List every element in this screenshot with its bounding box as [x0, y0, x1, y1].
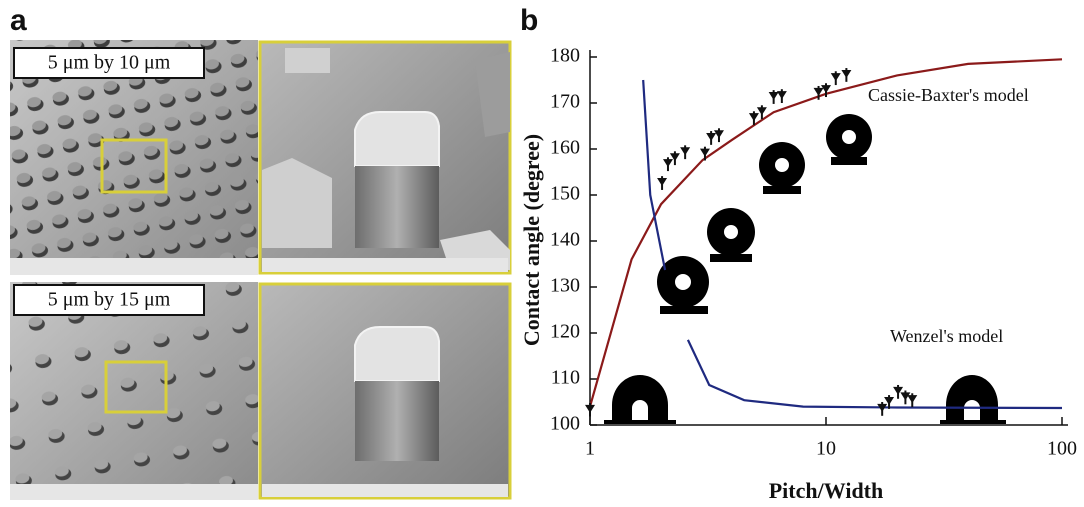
data-point [831, 73, 841, 81]
substrate [831, 157, 867, 165]
data-point [657, 178, 667, 186]
y-tick-label: 170 [550, 91, 580, 113]
droplet [707, 208, 755, 256]
x-axis-label: Pitch/Width [769, 478, 884, 503]
annotation: Cassie-Baxter's model [868, 85, 1029, 105]
caption: 5 μm by 10 μm [48, 52, 171, 74]
data-point [841, 70, 851, 78]
droplet [946, 375, 998, 420]
sem-info-bar [262, 258, 508, 272]
y-axis-label: Contact angle (degree) [519, 134, 544, 346]
y-tick-label: 100 [550, 413, 580, 435]
annotation: Wenzel's model [890, 326, 1003, 346]
substrate [710, 254, 752, 262]
data-point [714, 130, 724, 138]
pillar-side [355, 166, 439, 248]
pillar-top [355, 112, 439, 166]
data-point [769, 92, 779, 100]
droplet [612, 375, 668, 420]
data-point [907, 395, 917, 403]
y-tick-label: 150 [550, 183, 580, 205]
data-point [585, 405, 595, 413]
sem-info-bar [10, 484, 258, 500]
x-tick-label: 1 [585, 438, 595, 460]
y-tick-label: 140 [550, 229, 580, 251]
pillar [285, 48, 330, 73]
data-point [777, 91, 787, 99]
y-tick-label: 130 [550, 275, 580, 297]
y-tick-label: 120 [550, 321, 580, 343]
droplet [826, 114, 872, 160]
data-point [680, 147, 690, 155]
model-curve [590, 59, 1062, 406]
sem-info-bar [10, 258, 258, 275]
y-tick-label: 110 [551, 367, 580, 389]
figure: a 5 μm by 10 μm 5 μm by 15 μm b Contact … [0, 0, 1084, 507]
pillar-side [355, 381, 439, 461]
panel-label: b [520, 4, 538, 37]
substrate [604, 420, 676, 424]
panel-label: a [10, 4, 27, 37]
x-tick-label: 100 [1047, 438, 1077, 460]
x-tick-label: 10 [816, 438, 836, 460]
substrate [660, 306, 708, 314]
droplet [759, 142, 805, 188]
sem-info-bar [262, 484, 508, 497]
substrate [940, 420, 1006, 424]
substrate [763, 186, 801, 194]
y-tick-label: 180 [550, 45, 580, 67]
y-tick-label: 160 [550, 137, 580, 159]
data-point [884, 397, 894, 405]
pillar-top [355, 327, 439, 381]
data-point [663, 159, 673, 167]
data-point [706, 133, 716, 141]
data-point [749, 113, 759, 121]
caption: 5 μm by 15 μm [48, 289, 171, 311]
